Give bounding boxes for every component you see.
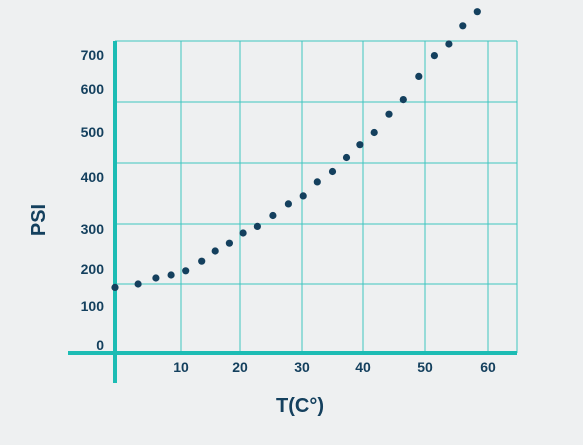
data-point xyxy=(152,274,160,282)
data-point xyxy=(399,96,407,104)
data-point xyxy=(111,283,119,291)
data-point xyxy=(134,280,142,288)
y-tick-label-100: 100 xyxy=(81,298,105,314)
x-tick-label-60: 60 xyxy=(480,359,496,375)
x-tick-label-30: 30 xyxy=(294,359,310,375)
data-point xyxy=(299,192,307,200)
data-point xyxy=(182,267,190,275)
data-point xyxy=(430,52,438,60)
y-tick-label-0: 0 xyxy=(96,337,104,353)
data-point xyxy=(356,141,364,149)
data-point xyxy=(284,200,292,208)
y-tick-label-500: 500 xyxy=(81,124,105,140)
data-point xyxy=(385,110,393,118)
data-point xyxy=(328,167,337,176)
data-point xyxy=(445,40,453,48)
x-tick-label-50: 50 xyxy=(417,359,433,375)
x-tick-label-10: 10 xyxy=(173,359,189,375)
x-tick-label-40: 40 xyxy=(355,359,371,375)
data-point xyxy=(342,153,351,162)
y-tick-label-300: 300 xyxy=(81,221,105,237)
x-axis-label: T(C°) xyxy=(276,395,324,417)
data-point xyxy=(473,8,481,16)
data-point xyxy=(198,257,206,265)
axes xyxy=(68,41,517,383)
data-point xyxy=(459,22,467,30)
data-point xyxy=(225,239,233,247)
data-points xyxy=(111,8,481,291)
x-tick-labels: 10 20 30 40 50 60 xyxy=(173,359,496,375)
y-tick-label-200: 200 xyxy=(81,261,105,277)
y-tick-label-400: 400 xyxy=(81,169,105,185)
data-point xyxy=(313,178,321,186)
grid-lines xyxy=(115,40,518,353)
y-tick-labels: 0 100 200 300 400 500 600 700 xyxy=(81,47,105,353)
x-tick-label-20: 20 xyxy=(232,359,248,375)
y-axis-label: PSI xyxy=(28,204,50,236)
data-point xyxy=(253,222,261,230)
data-point xyxy=(269,211,277,220)
data-point xyxy=(415,72,423,80)
data-point xyxy=(211,247,219,255)
data-point xyxy=(370,128,378,137)
y-tick-label-600: 600 xyxy=(81,81,105,97)
data-point xyxy=(167,271,175,279)
y-tick-label-700: 700 xyxy=(81,47,105,63)
data-point xyxy=(239,229,247,237)
